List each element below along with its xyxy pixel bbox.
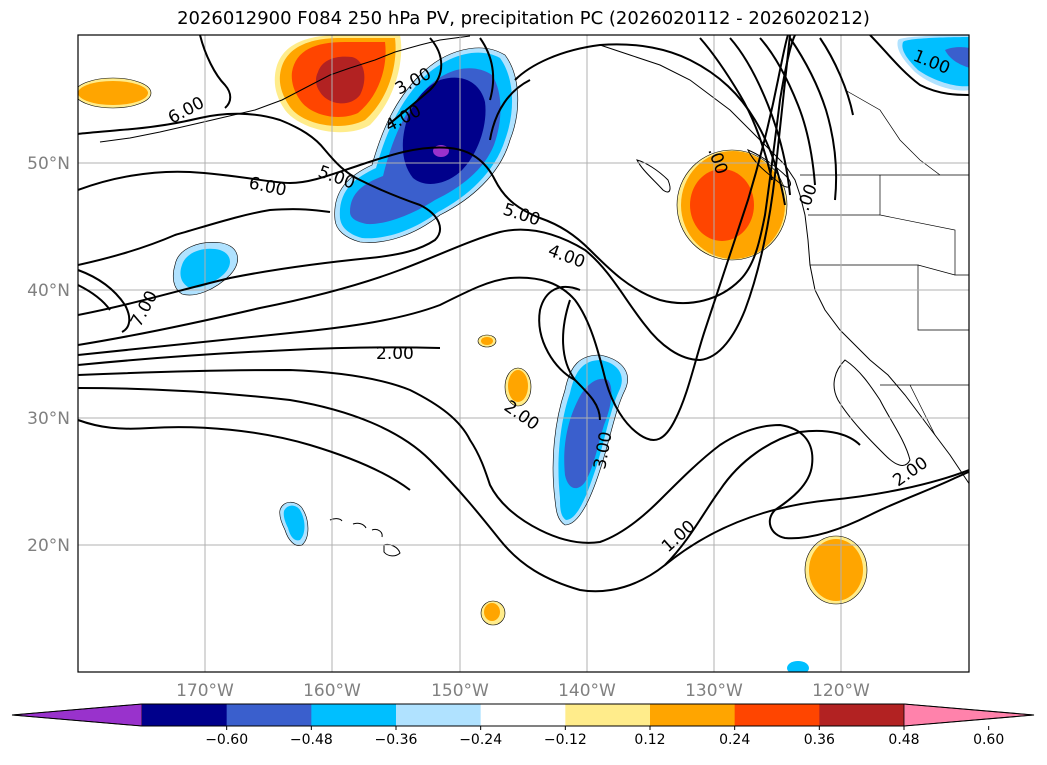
- map-content: 6.00 6.00 5.00 5.00 4.00 4.00 3.00 3.00 …: [78, 35, 969, 672]
- colorbar-tick-label: −0.12: [544, 732, 587, 748]
- precip-blob-gulf-negative: [334, 47, 518, 243]
- colorbar-extend-low: [11, 703, 143, 727]
- lat-label: 50°N: [27, 154, 70, 174]
- precip-blob-small-positive: [478, 335, 531, 625]
- precip-blob-southeast-positive: [805, 536, 867, 604]
- lat-label: 30°N: [27, 409, 70, 429]
- lat-label: 20°N: [27, 536, 70, 556]
- colorbar-tick-label: 0.24: [719, 732, 750, 748]
- contour-label: 2.00: [376, 344, 414, 364]
- colorbar-tick-label: −0.36: [375, 732, 418, 748]
- coastlines: [99, 35, 969, 485]
- precip-blob-subtropical-negative: [553, 355, 628, 525]
- precip-blob-hawaii-negative: [279, 502, 308, 546]
- lat-label: 40°N: [27, 281, 70, 301]
- colorbar-segment: [650, 704, 736, 726]
- colorbar: −0.60 −0.48 −0.36 −0.24 −0.12 0.12 0.24 0.36 0.4…: [11, 703, 1035, 748]
- precip-outlines: [78, 47, 868, 626]
- colorbar-tick-label: −0.60: [205, 732, 248, 748]
- gridlines: [78, 35, 969, 672]
- map-title: 2026012900 F084 250 hPa PV, precipitatio…: [177, 8, 870, 29]
- pv-contours: [78, 35, 969, 593]
- colorbar-segment: [142, 704, 228, 726]
- colorbar-extend-high: [903, 703, 1035, 727]
- precip-blob-bottom-negative: [787, 661, 809, 672]
- lon-label: 150°W: [431, 681, 489, 701]
- colorbar-segment: [734, 704, 820, 726]
- colorbar-tick-label: 0.36: [804, 732, 835, 748]
- colorbar-segment: [396, 704, 482, 726]
- precip-blob-west: [78, 78, 151, 108]
- political-borders: [800, 89, 969, 436]
- lon-label: 120°W: [812, 681, 870, 701]
- colorbar-segment: [565, 704, 651, 726]
- colorbar-segment: [819, 704, 905, 726]
- precip-blob-northeast-negative: [897, 35, 969, 91]
- precip-shading: [78, 35, 969, 672]
- colorbar-tick-label: 0.12: [634, 732, 665, 748]
- colorbar-segment: [480, 704, 566, 726]
- lon-label: 130°W: [685, 681, 743, 701]
- colorbar-tick-label: 0.60: [973, 732, 1004, 748]
- longitude-axis: 170°W 160°W 150°W 140°W 130°W 120°W: [176, 681, 870, 701]
- map-border: [77, 34, 970, 673]
- colorbar-segment: [226, 704, 312, 726]
- colorbar-outline: [11, 703, 1035, 727]
- colorbar-tick-label: −0.48: [290, 732, 333, 748]
- colorbar-tick-label: 0.48: [888, 732, 919, 748]
- lon-label: 160°W: [303, 681, 361, 701]
- colorbar-segment: [311, 704, 397, 726]
- lon-label: 170°W: [176, 681, 234, 701]
- lon-label: 140°W: [558, 681, 616, 701]
- colorbar-tick-label: −0.24: [459, 732, 502, 748]
- latitude-axis: 50°N 40°N 30°N 20°N: [27, 154, 70, 556]
- precip-blob-alaska: [274, 35, 402, 133]
- precip-blob-northeast-positive: [677, 150, 787, 260]
